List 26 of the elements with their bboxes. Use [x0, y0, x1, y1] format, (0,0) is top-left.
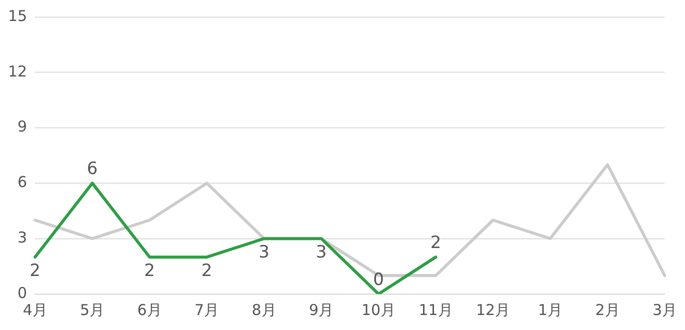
- y-tick-label: 9: [18, 118, 28, 136]
- y-tick-label: 0: [18, 284, 28, 302]
- data-label: 6: [86, 159, 98, 180]
- data-label: 3: [316, 242, 327, 263]
- x-tick-label: 12月: [476, 300, 510, 319]
- y-tick-label: 6: [18, 173, 28, 192]
- data-label: 3: [258, 242, 270, 263]
- data-label: 2: [30, 260, 40, 281]
- x-tick-label: 9月: [309, 300, 334, 319]
- y-tick-label: 3: [18, 228, 28, 246]
- x-tick-label: 8月: [252, 300, 276, 319]
- data-label: 2: [201, 260, 212, 281]
- data-label: 2: [430, 232, 442, 253]
- data-label: 0: [373, 270, 384, 290]
- x-tick-label: 5月: [80, 300, 105, 319]
- x-tick-label: 10月: [361, 300, 396, 319]
- x-tick-label: 1月: [538, 300, 563, 319]
- data-label: 2: [144, 260, 155, 281]
- x-tick-label: 2月: [595, 300, 620, 319]
- x-tick-label: 6月: [137, 300, 162, 319]
- x-tick-label: 4月: [22, 300, 48, 319]
- x-tick-label: 11月: [418, 300, 453, 319]
- y-tick-label: 15: [8, 6, 28, 25]
- y-tick-label: 12: [8, 62, 28, 80]
- x-tick-label: 7月: [194, 300, 220, 319]
- x-tick-label: 3月: [652, 300, 677, 319]
